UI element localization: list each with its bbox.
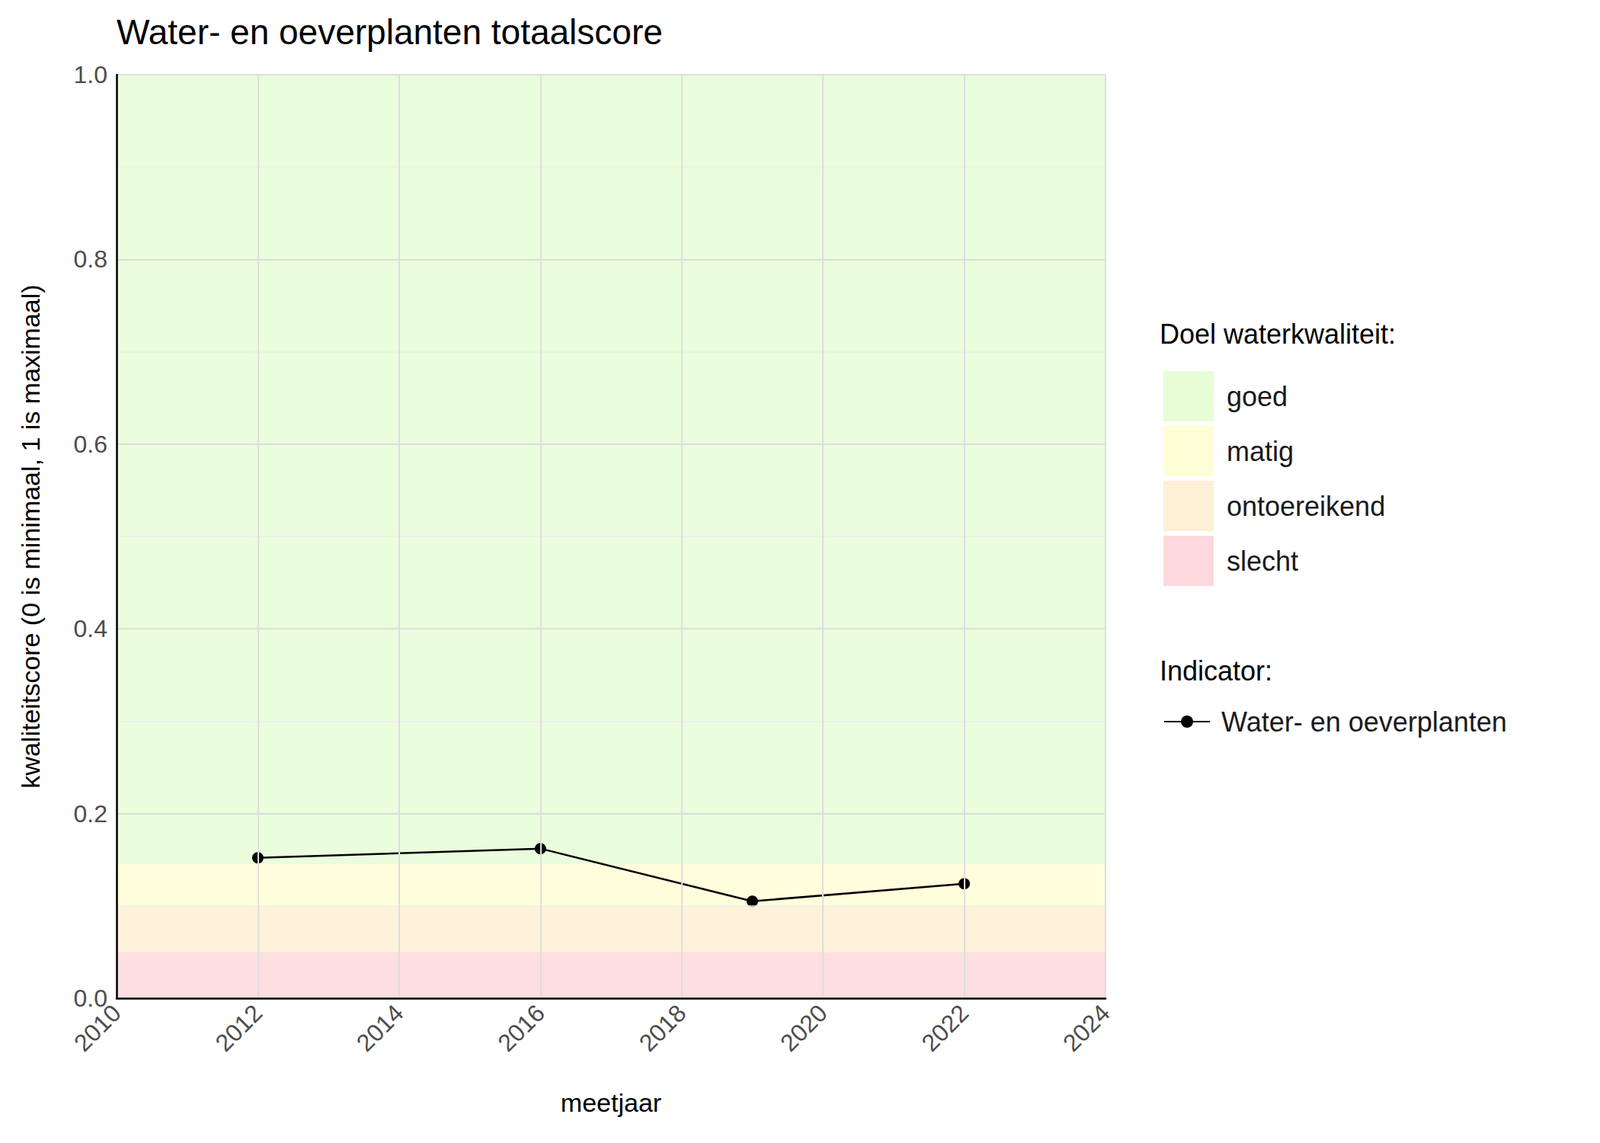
svg-text:2016: 2016 xyxy=(492,998,551,1057)
svg-text:0.4: 0.4 xyxy=(73,614,108,643)
svg-text:meetjaar: meetjaar xyxy=(560,1088,662,1117)
svg-text:0.6: 0.6 xyxy=(73,430,108,458)
svg-text:0.8: 0.8 xyxy=(73,245,108,273)
svg-text:Indicator:: Indicator: xyxy=(1159,655,1273,687)
svg-text:Water- en oeverplanten: Water- en oeverplanten xyxy=(1221,706,1508,738)
svg-text:slecht: slecht xyxy=(1226,545,1299,577)
svg-text:2014: 2014 xyxy=(351,998,410,1057)
svg-text:0.0: 0.0 xyxy=(73,984,108,1012)
svg-text:2024: 2024 xyxy=(1057,998,1116,1057)
svg-text:kwaliteitscore (0 is minimaal,: kwaliteitscore (0 is minimaal, 1 is maxi… xyxy=(16,284,45,788)
svg-text:Doel waterkwaliteit:: Doel waterkwaliteit: xyxy=(1159,318,1396,350)
svg-text:matig: matig xyxy=(1226,435,1294,468)
svg-text:1.0: 1.0 xyxy=(73,60,108,89)
svg-text:2022: 2022 xyxy=(916,998,975,1057)
svg-text:Water- en oeverplanten totaals: Water- en oeverplanten totaalscore xyxy=(116,12,663,52)
svg-text:2018: 2018 xyxy=(633,998,692,1057)
svg-text:2020: 2020 xyxy=(774,998,833,1057)
svg-text:2010: 2010 xyxy=(68,998,127,1057)
svg-text:0.2: 0.2 xyxy=(73,800,108,828)
svg-text:ontoereikend: ontoereikend xyxy=(1226,490,1386,522)
svg-text:2012: 2012 xyxy=(209,998,268,1057)
svg-text:goed: goed xyxy=(1226,380,1288,413)
